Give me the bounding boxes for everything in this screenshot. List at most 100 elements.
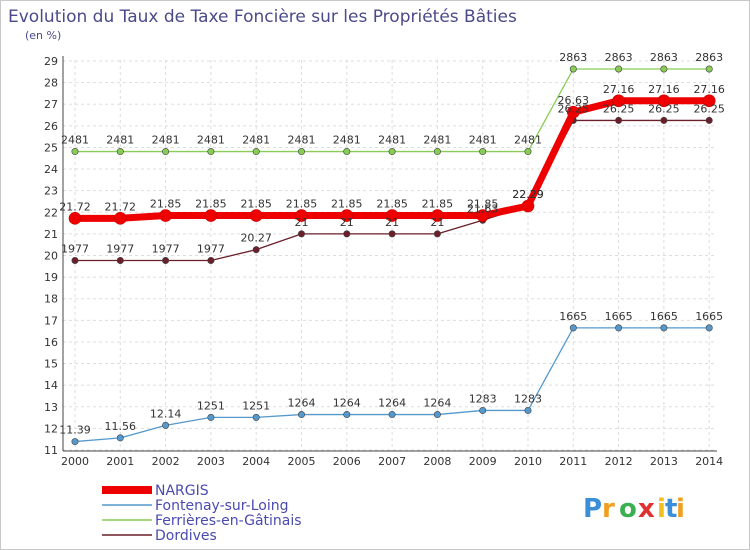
data-label: 26.25 <box>558 102 590 115</box>
data-point <box>162 421 170 429</box>
series-fontenay-sur-loing <box>71 324 713 446</box>
data-label: 21.85 <box>150 198 182 211</box>
data-label: 21.85 <box>331 198 363 211</box>
data-label: 1264 <box>423 397 451 410</box>
data-point <box>252 246 260 254</box>
data-point <box>162 256 170 264</box>
data-label: 2481 <box>106 134 134 147</box>
data-label: 2481 <box>152 134 180 147</box>
series-nargis <box>68 94 716 225</box>
data-label: 26.25 <box>693 102 725 115</box>
data-label: 1977 <box>61 242 89 255</box>
data-labels: 2481 2481 2481 2481 2481 2481 2481 2481 2481 2481… <box>59 51 725 437</box>
data-point <box>343 148 351 156</box>
data-label: 2481 <box>333 134 361 147</box>
data-point <box>705 65 713 73</box>
data-point <box>660 116 668 124</box>
data-label: 2481 <box>197 134 225 147</box>
series-ferri-res-en-g-tinais <box>71 65 713 156</box>
data-point <box>71 148 79 156</box>
data-point <box>524 148 532 156</box>
data-point <box>660 65 668 73</box>
y-tick-label: 16 <box>44 336 58 349</box>
data-point <box>207 413 215 421</box>
data-point <box>385 209 399 222</box>
logo-letter: o <box>619 494 637 524</box>
data-point <box>159 209 172 222</box>
data-point <box>479 148 487 156</box>
legend-label: NARGIS <box>155 483 209 499</box>
x-tick-label: 2003 <box>197 455 225 468</box>
data-point <box>388 411 396 419</box>
data-label: 2481 <box>378 134 406 147</box>
data-point <box>476 209 490 222</box>
data-point <box>116 434 124 442</box>
y-tick-label: 23 <box>44 185 58 198</box>
y-tick-label: 29 <box>44 55 58 68</box>
data-point <box>116 256 124 264</box>
data-point <box>615 65 623 73</box>
data-point <box>431 209 444 222</box>
y-tick-label: 19 <box>44 271 58 284</box>
data-label: 26.25 <box>603 102 635 115</box>
axes: 11 12 13 14 15 16 17 18 19 20 21 22 23 24 25 26 27 28 29 20… <box>44 55 723 468</box>
y-tick-label: 18 <box>44 293 58 306</box>
x-tick-label: 2004 <box>242 455 270 468</box>
x-tick-label: 2007 <box>378 455 406 468</box>
data-point <box>566 105 580 119</box>
data-point <box>343 230 351 238</box>
data-point <box>388 230 396 238</box>
data-label: 2863 <box>695 51 723 64</box>
x-tick-label: 2008 <box>423 455 451 468</box>
data-label: 1251 <box>197 399 225 412</box>
data-point <box>114 212 127 225</box>
data-point <box>433 230 441 238</box>
data-label: 12.14 <box>150 407 182 420</box>
data-label: 2863 <box>650 51 678 64</box>
data-label: 21 <box>340 216 354 229</box>
data-label: 2481 <box>469 134 497 147</box>
data-point <box>295 209 308 222</box>
data-label: 21 <box>385 216 399 229</box>
data-point <box>68 212 82 225</box>
x-tick-label: 2005 <box>288 455 316 468</box>
data-label: 2863 <box>605 51 633 64</box>
series-dordives <box>71 116 713 264</box>
data-point <box>207 256 215 264</box>
x-tick-label: 2001 <box>106 455 134 468</box>
data-label: 1665 <box>559 310 587 323</box>
y-tick-label: 27 <box>44 98 58 111</box>
data-label: 2481 <box>61 134 89 147</box>
data-label: 21.85 <box>286 198 318 211</box>
data-label: 1283 <box>469 392 497 405</box>
data-label: 1977 <box>197 242 225 255</box>
data-label: 2481 <box>288 134 316 147</box>
data-label: 21.85 <box>240 198 272 211</box>
data-label: 2481 <box>514 134 542 147</box>
logo-letter: i <box>676 494 685 524</box>
x-tick-label: 2010 <box>514 455 542 468</box>
data-point <box>297 230 305 238</box>
data-label: 1251 <box>242 399 270 412</box>
data-point <box>340 209 354 222</box>
x-tick-label: 2009 <box>469 455 497 468</box>
y-tick-label: 28 <box>44 77 58 90</box>
data-label: 11.39 <box>59 424 91 437</box>
data-point <box>521 199 535 213</box>
data-point <box>569 65 577 73</box>
data-point <box>612 94 625 108</box>
data-label: 1977 <box>106 242 134 255</box>
data-label: 27.16 <box>648 83 680 96</box>
data-point <box>252 413 260 421</box>
data-label: 1665 <box>695 310 723 323</box>
logo-letter: P <box>583 494 602 524</box>
data-label: 21.72 <box>59 200 91 213</box>
data-label: 2481 <box>242 134 270 147</box>
legend-label: Fontenay-sur-Loing <box>155 498 289 514</box>
data-label: 2481 <box>423 134 451 147</box>
data-label: 21 <box>295 216 309 229</box>
data-point <box>249 209 263 222</box>
x-tick-label: 2000 <box>61 455 89 468</box>
data-point <box>702 94 716 108</box>
